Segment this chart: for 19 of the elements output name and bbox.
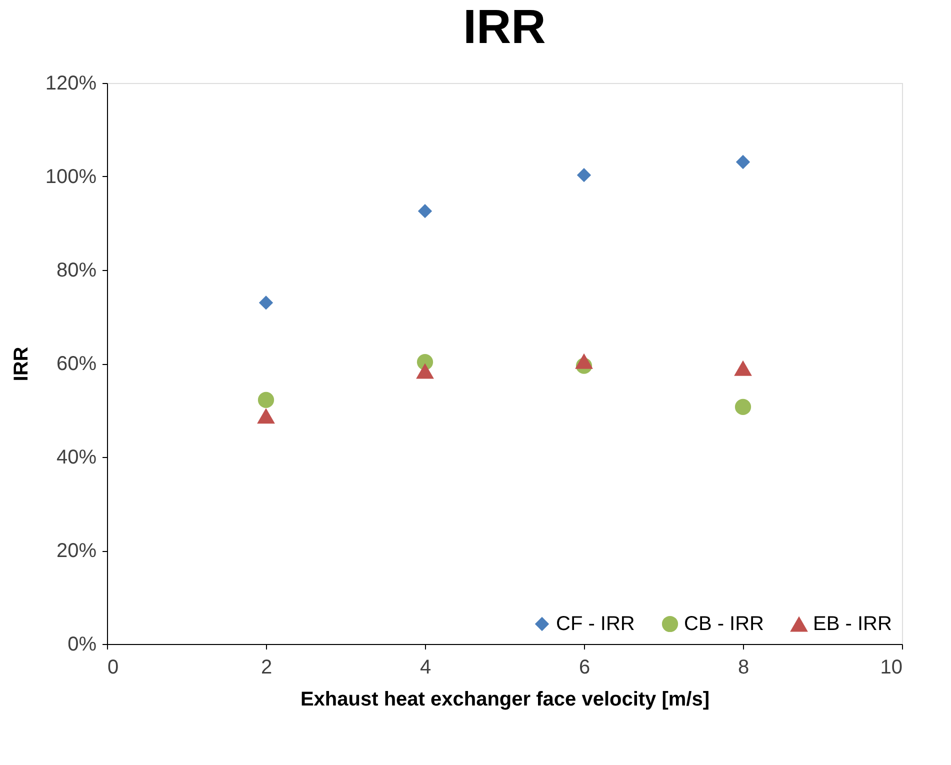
x-tick-label: 6 (578, 656, 590, 678)
y-tick-label: 60% (56, 353, 97, 375)
x-tick-label: 0 (108, 656, 119, 678)
legend-label: CF - IRR (556, 613, 635, 635)
y-tick-label: 20% (56, 540, 97, 562)
chart-title: IRR (463, 1, 546, 54)
legend-label: EB - IRR (813, 613, 892, 635)
y-axis-title: IRR (10, 346, 32, 382)
legend-label: CB - IRR (684, 613, 764, 635)
x-tick-label: 4 (420, 656, 432, 678)
x-axis-title: Exhaust heat exchanger face velocity [m/s] (300, 688, 710, 710)
y-tick-label: 80% (56, 260, 97, 282)
x-tick-label: 8 (738, 656, 750, 678)
y-tick-label: 0% (68, 634, 97, 656)
x-tick-label: 10 (880, 656, 902, 678)
y-tick-label: 120% (45, 72, 97, 94)
y-tick-label: 40% (56, 446, 97, 468)
x-tick-label: 2 (260, 656, 272, 678)
y-tick-label: 100% (45, 166, 97, 188)
